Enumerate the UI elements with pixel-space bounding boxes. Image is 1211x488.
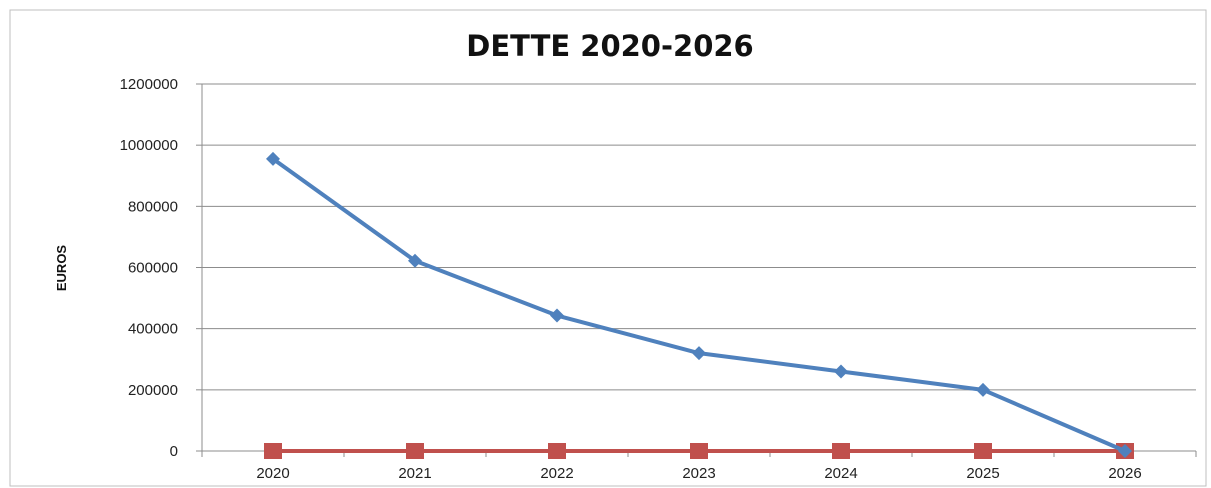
y-axis-label: EUROS (54, 245, 69, 292)
chart-title: DETTE 2020-2026 (466, 29, 753, 63)
y-tick-label: 200000 (128, 382, 178, 399)
x-tick-label: 2020 (256, 465, 289, 482)
x-tick-label: 2024 (824, 465, 857, 482)
x-tick-label: 2025 (966, 465, 999, 482)
series-1-point (974, 443, 992, 459)
series-0-point (550, 308, 564, 323)
x-tick-label: 2021 (398, 465, 431, 482)
y-tick-labels: 0 200000 400000 600000 800000 1000000 1200000 (120, 76, 178, 460)
y-tick-label: 1000000 (120, 137, 178, 154)
series-layer (264, 151, 1134, 459)
series-0-point (408, 253, 422, 268)
y-tick-label: 800000 (128, 198, 178, 215)
y-tick-label: 400000 (128, 321, 178, 338)
gridlines (196, 83, 1197, 457)
series-1-point (548, 443, 566, 459)
chart-frame (9, 9, 1207, 487)
series-1-point (264, 443, 282, 459)
series-0-point (1118, 444, 1132, 458)
x-tick-label: 2022 (540, 465, 573, 482)
series-1-point (406, 443, 424, 459)
x-tick-labels: 2020 2021 2022 2023 2024 2025 2026 (256, 465, 1141, 482)
series-1-point (832, 443, 850, 459)
series-0-point (834, 364, 848, 379)
x-tick-label: 2023 (682, 465, 715, 482)
y-tick-label: 600000 (128, 260, 178, 277)
y-tick-label: 0 (170, 443, 178, 460)
x-tick-label: 2026 (1108, 465, 1141, 482)
y-tick-label: 1200000 (120, 76, 178, 93)
series-1-point (690, 443, 708, 459)
series-0-point (266, 151, 280, 166)
series-0 (266, 151, 1132, 458)
series-0-point (692, 346, 706, 361)
series-0-point (976, 382, 990, 397)
